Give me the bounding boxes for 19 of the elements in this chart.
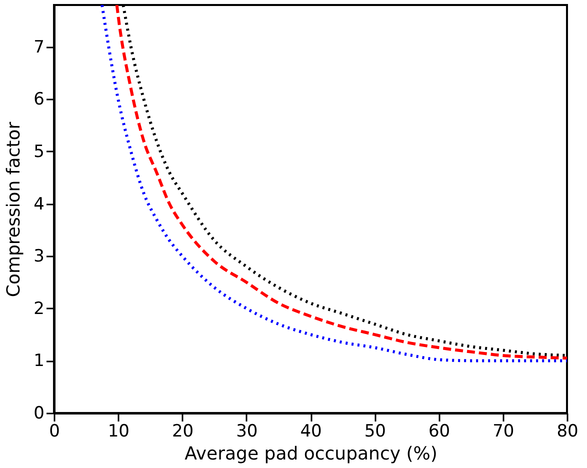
y-tick-label: 2: [34, 298, 44, 319]
y-tick-label: 6: [34, 90, 44, 110]
x-tick-label: 20: [172, 422, 194, 442]
y-tick-label: 5: [34, 142, 44, 162]
x-tick-label: 80: [556, 422, 578, 442]
x-tick-label: 70: [492, 422, 514, 442]
y-tick-label: 1: [34, 351, 44, 372]
y-tick-label: 4: [34, 194, 44, 214]
x-tick-label: 50: [364, 422, 386, 442]
y-tick-label: 7: [34, 37, 44, 58]
y-axis-title: Compression factor: [4, 121, 25, 298]
x-tick-label: 10: [108, 422, 130, 442]
y-tick-label: 0: [34, 404, 44, 424]
x-tick-label: 0: [49, 422, 60, 442]
x-axis-title: Average pad occupancy (%): [184, 444, 438, 464]
x-tick-label: 40: [300, 422, 322, 442]
x-tick-label: 60: [428, 422, 450, 442]
y-tick-label: 3: [34, 246, 44, 267]
x-tick-label: 30: [236, 422, 258, 442]
